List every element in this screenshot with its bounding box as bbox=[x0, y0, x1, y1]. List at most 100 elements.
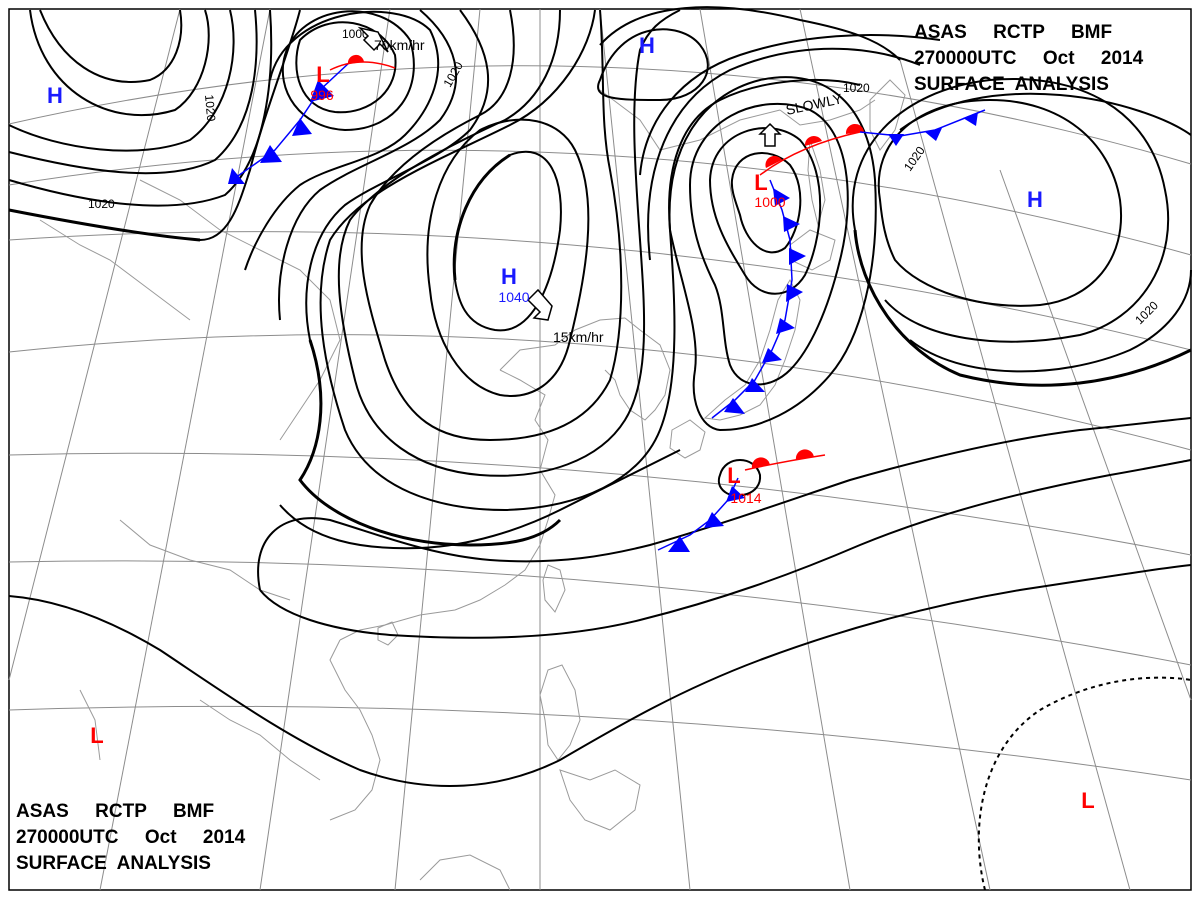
isobar bbox=[278, 9, 457, 321]
isobar bbox=[29, 9, 210, 117]
philippines-south bbox=[559, 769, 641, 831]
cold-front-triangle bbox=[783, 216, 800, 232]
warm-front-semicircle bbox=[845, 123, 864, 134]
high-pressure-marker: H bbox=[639, 33, 655, 58]
title-line: 270000UTC Oct 2014 bbox=[16, 827, 246, 848]
luzon bbox=[539, 664, 581, 761]
isobar bbox=[688, 102, 849, 386]
isobar-label: 1020 bbox=[88, 197, 115, 211]
thick-isobars bbox=[8, 153, 1192, 547]
pressure-value: 1014 bbox=[730, 490, 761, 506]
isobar bbox=[899, 92, 1192, 136]
isobar bbox=[599, 6, 901, 61]
longitude-line bbox=[599, 8, 691, 891]
isobar bbox=[259, 459, 1192, 639]
low-pressure-marker: L bbox=[316, 62, 329, 87]
inland-border bbox=[79, 689, 101, 761]
title-line: SURFACE ANALYSIS bbox=[914, 74, 1109, 95]
pressure-value: 1000 bbox=[754, 194, 785, 210]
isobar bbox=[257, 417, 1192, 591]
cold-front-triangle bbox=[724, 398, 745, 414]
title-line: SURFACE ANALYSIS bbox=[16, 853, 211, 874]
title-line: 270000UTC Oct 2014 bbox=[914, 48, 1144, 69]
hainan bbox=[377, 621, 399, 646]
cold-front-triangle bbox=[310, 80, 334, 102]
title-top-right: ASAS RCTP BMF 270000UTC Oct 2014 SURFACE… bbox=[914, 22, 1144, 95]
cold-front-triangle bbox=[786, 284, 803, 302]
title-line: ASAS RCTP BMF bbox=[914, 22, 1112, 43]
motion-arrow bbox=[758, 122, 782, 147]
pressure-value: 996 bbox=[310, 87, 334, 103]
isobar bbox=[717, 459, 762, 497]
longitude-line bbox=[899, 59, 1131, 891]
latitude-line bbox=[8, 560, 1192, 666]
warm-front-semicircle bbox=[795, 449, 814, 460]
sakhalin bbox=[807, 139, 826, 227]
isobar bbox=[39, 9, 183, 83]
isobar-label: 1020 bbox=[843, 81, 870, 95]
cold-front-triangle bbox=[925, 128, 942, 141]
isobar bbox=[8, 564, 1192, 787]
cold-front-triangle bbox=[776, 318, 795, 334]
latitude-line bbox=[8, 334, 1192, 451]
cold-front-triangle bbox=[762, 348, 782, 363]
kamchatka bbox=[869, 79, 906, 151]
latitude-line bbox=[8, 231, 1192, 351]
isobar bbox=[668, 76, 877, 432]
motion-label: 70km/hr bbox=[374, 37, 425, 53]
motion-arrows bbox=[357, 26, 782, 321]
cold-front-triangle bbox=[773, 188, 790, 206]
cold-front-triangle bbox=[292, 118, 312, 136]
isobar-1020 bbox=[853, 229, 1192, 387]
isobar-label: 1020 bbox=[202, 94, 218, 122]
latitude-line bbox=[8, 149, 1192, 256]
cold-front-triangle bbox=[704, 512, 724, 528]
motion-arrow bbox=[526, 288, 553, 321]
inland-border bbox=[39, 219, 191, 321]
isobar bbox=[360, 9, 623, 442]
china-coast bbox=[339, 369, 556, 641]
latitude-line bbox=[8, 65, 1192, 165]
cold-front-triangle bbox=[228, 168, 245, 184]
inland-border bbox=[139, 179, 341, 441]
isobar bbox=[319, 9, 861, 512]
isobar bbox=[708, 127, 822, 295]
isobar bbox=[8, 9, 235, 152]
okhotsk-coast bbox=[779, 99, 876, 126]
isobar bbox=[8, 9, 258, 175]
cold-front-triangle bbox=[726, 486, 745, 502]
motion-arrow bbox=[357, 26, 389, 53]
warm-front-semicircle bbox=[751, 457, 770, 468]
taiwan bbox=[542, 564, 566, 613]
cold-front-triangle bbox=[260, 145, 282, 163]
warm-front-semicircle bbox=[804, 136, 822, 146]
warm-front-line bbox=[744, 454, 826, 471]
low-pressure-marker: L bbox=[90, 723, 103, 748]
isobar-1020 bbox=[452, 153, 511, 281]
latitude-line bbox=[8, 705, 1192, 781]
warm-front-line bbox=[759, 131, 861, 176]
inland-border bbox=[119, 519, 291, 601]
isobar-1020 bbox=[298, 339, 562, 547]
isobar bbox=[244, 10, 440, 271]
high-pressure-marker: H bbox=[1027, 187, 1043, 212]
isobar bbox=[281, 10, 415, 132]
title-bottom-left: ASAS RCTP BMF 270000UTC Oct 2014 SURFACE… bbox=[16, 801, 246, 874]
high-pressure-marker: H bbox=[501, 264, 517, 289]
low-pressure-marker: L bbox=[1081, 788, 1094, 813]
japan-hokkaido bbox=[789, 229, 836, 271]
cold-front-triangle bbox=[963, 112, 978, 126]
isobar bbox=[647, 47, 921, 261]
motion-label: 15km/hr bbox=[553, 329, 604, 345]
isobar bbox=[426, 118, 590, 397]
longitude-line bbox=[99, 8, 271, 891]
isobar bbox=[295, 21, 397, 114]
isobar bbox=[851, 78, 1170, 343]
japan-kyushu bbox=[669, 419, 706, 459]
high-pressure-marker: H bbox=[47, 83, 63, 108]
latitude-line bbox=[8, 452, 1192, 556]
vietnam-coast bbox=[329, 639, 381, 821]
isobar bbox=[337, 9, 681, 477]
isobar bbox=[730, 152, 802, 254]
pressure-value: 1040 bbox=[498, 289, 529, 305]
